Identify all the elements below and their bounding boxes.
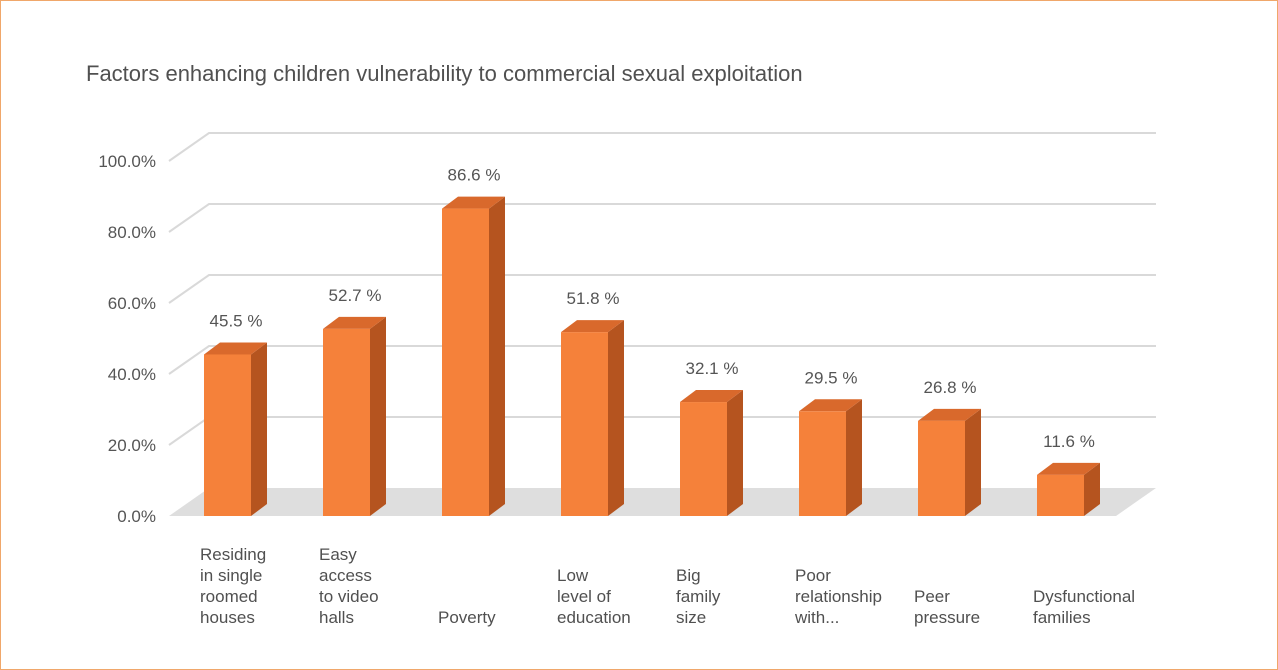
bar-top [323, 316, 386, 329]
bar-top [799, 399, 862, 412]
bar [918, 420, 965, 516]
y-tick-label: 80.0% [108, 223, 156, 242]
bar-side [370, 316, 386, 516]
data-label: 29.5 % [805, 368, 858, 387]
bar [799, 411, 846, 516]
bar-top [918, 408, 981, 421]
data-label: 32.1 % [686, 359, 739, 378]
bar-side [251, 342, 267, 516]
bar-side [965, 408, 981, 516]
bar-side [727, 390, 743, 516]
y-tick-label: 40.0% [108, 365, 156, 384]
data-label: 45.5 % [210, 311, 263, 330]
gridline [168, 345, 1156, 375]
bar [323, 328, 370, 516]
bar [680, 402, 727, 516]
bar [561, 332, 608, 516]
bar-top [680, 390, 743, 403]
bar-top [442, 196, 505, 209]
bar-side [489, 196, 505, 516]
x-category-label: Easy access to video halls [319, 545, 379, 627]
data-label: 26.8 % [924, 378, 977, 397]
y-tick-label: 20.0% [108, 436, 156, 455]
bar-side [1084, 462, 1100, 516]
gridline [168, 132, 1156, 162]
x-category-label: Poor relationship with... [795, 566, 882, 627]
gridline [168, 203, 1156, 233]
gridline [168, 274, 1156, 304]
chart-title: Factors enhancing children vulnerability… [86, 61, 803, 86]
x-category-label: Low level of education [557, 566, 631, 627]
data-label: 11.6 % [1043, 432, 1095, 451]
x-category-label: Big family size [676, 566, 721, 627]
data-label: 86.6 % [448, 166, 501, 185]
bar [204, 354, 251, 516]
chart-floor [169, 488, 1156, 516]
y-tick-label: 0.0% [117, 507, 156, 526]
data-label: 52.7 % [329, 286, 382, 305]
x-category-label: Dysfunctional families [1033, 587, 1136, 627]
x-category-label: Peer pressure [914, 587, 981, 627]
y-tick-label: 100.0% [98, 152, 156, 171]
bar [442, 208, 489, 516]
bar-top [1037, 462, 1100, 475]
bar [1037, 474, 1084, 516]
x-category-label: Residing in single roomed houses [200, 545, 267, 627]
bar-top [204, 342, 267, 355]
x-category-label: Poverty [438, 608, 496, 627]
y-tick-label: 60.0% [108, 294, 156, 313]
data-label: 51.8 % [567, 289, 620, 308]
bar-side [846, 399, 862, 516]
gridline [168, 416, 1156, 446]
bar-side [608, 320, 624, 516]
bar-top [561, 320, 624, 333]
